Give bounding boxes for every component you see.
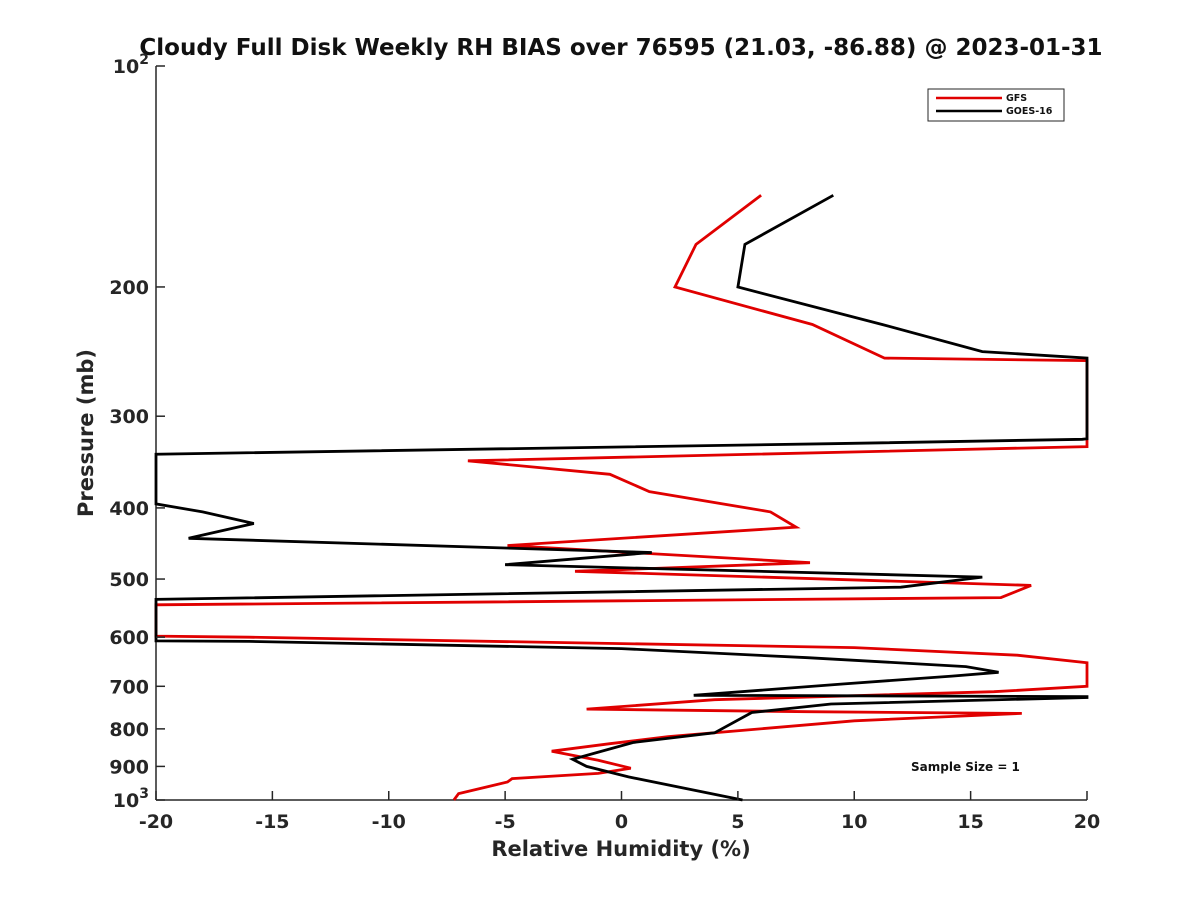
legend-box: [927, 88, 1065, 122]
series-layer: [154, 194, 1089, 802]
x-tick-label: 15: [957, 811, 983, 833]
series-line-gfs: [154, 194, 1089, 801]
y-axis-label: Pressure (mb): [74, 349, 98, 517]
x-tick-label: -5: [495, 811, 516, 833]
x-tick-label: 0: [615, 811, 628, 833]
x-tick-label: 5: [731, 811, 744, 833]
x-ticks: -20 -15 -10 -5 0 5 10 15 20: [139, 791, 1100, 833]
series-line-goes16: [154, 194, 1089, 802]
y-tick-label: 900: [109, 756, 149, 778]
y-tick-label: 800: [109, 719, 149, 741]
y-tick-label: 200: [109, 277, 149, 299]
y-tick-label: 600: [109, 627, 149, 649]
x-tick-label: 10: [841, 811, 867, 833]
plot-area: [155, 66, 1087, 801]
legend-label-gfs: GFS: [1006, 93, 1027, 104]
y-tick-label: 400: [109, 498, 149, 520]
y-tick-label: 300: [109, 406, 149, 428]
y-tick-label: 103: [113, 786, 149, 812]
y-tick-label: 500: [109, 569, 149, 591]
y-tick-label: 102: [113, 52, 149, 78]
legend-label-goes16: GOES-16: [1006, 106, 1053, 117]
legend: GFS GOES-16: [927, 88, 1065, 122]
x-axis-label: Relative Humidity (%): [491, 837, 750, 861]
x-tick-label: 20: [1074, 811, 1100, 833]
x-tick-label: -15: [255, 811, 289, 833]
chart-title: Cloudy Full Disk Weekly RH BIAS over 765…: [139, 35, 1102, 61]
sample-size-annotation: Sample Size = 1: [911, 760, 1020, 774]
x-tick-label: -20: [139, 811, 173, 833]
y-ticks: 102 200 300 400 500 600 700 800 900 103: [109, 52, 165, 812]
x-tick-label: -10: [372, 811, 406, 833]
y-tick-label: 700: [109, 676, 149, 698]
